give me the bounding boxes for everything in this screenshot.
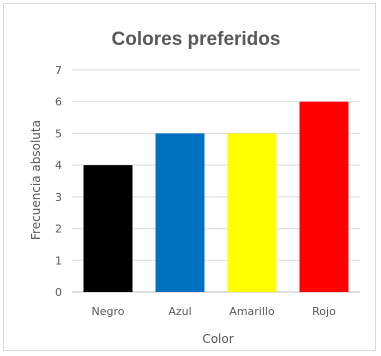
y-tick-label: 2: [55, 223, 62, 236]
x-axis-title: Color: [202, 332, 233, 346]
y-tick-label: 5: [55, 127, 62, 140]
chart-title: Colores preferidos: [112, 29, 281, 50]
bar-amarillo: [227, 133, 277, 292]
x-tick-label: Negro: [92, 305, 125, 318]
x-tick-label: Rojo: [312, 305, 336, 318]
y-axis-title: Frecuencia absoluta: [29, 120, 43, 240]
x-tick-label: Amarillo: [229, 305, 275, 318]
y-tick-label: 4: [55, 159, 62, 172]
bar-azul: [155, 133, 205, 292]
y-tick-label: 7: [55, 64, 62, 77]
y-tick-labels: 0 1 2 3 4 5 6 7: [55, 64, 62, 299]
y-tick-label: 1: [55, 254, 62, 267]
bar-negro: [83, 165, 133, 292]
x-tick-label: Azul: [168, 305, 191, 318]
y-tick-label: 0: [55, 286, 62, 299]
y-tick-label: 6: [55, 96, 62, 109]
bar-rojo: [299, 101, 349, 292]
x-tick-labels: Negro Azul Amarillo Rojo: [92, 305, 337, 318]
y-tick-label: 3: [55, 191, 62, 204]
bars: [83, 101, 349, 292]
